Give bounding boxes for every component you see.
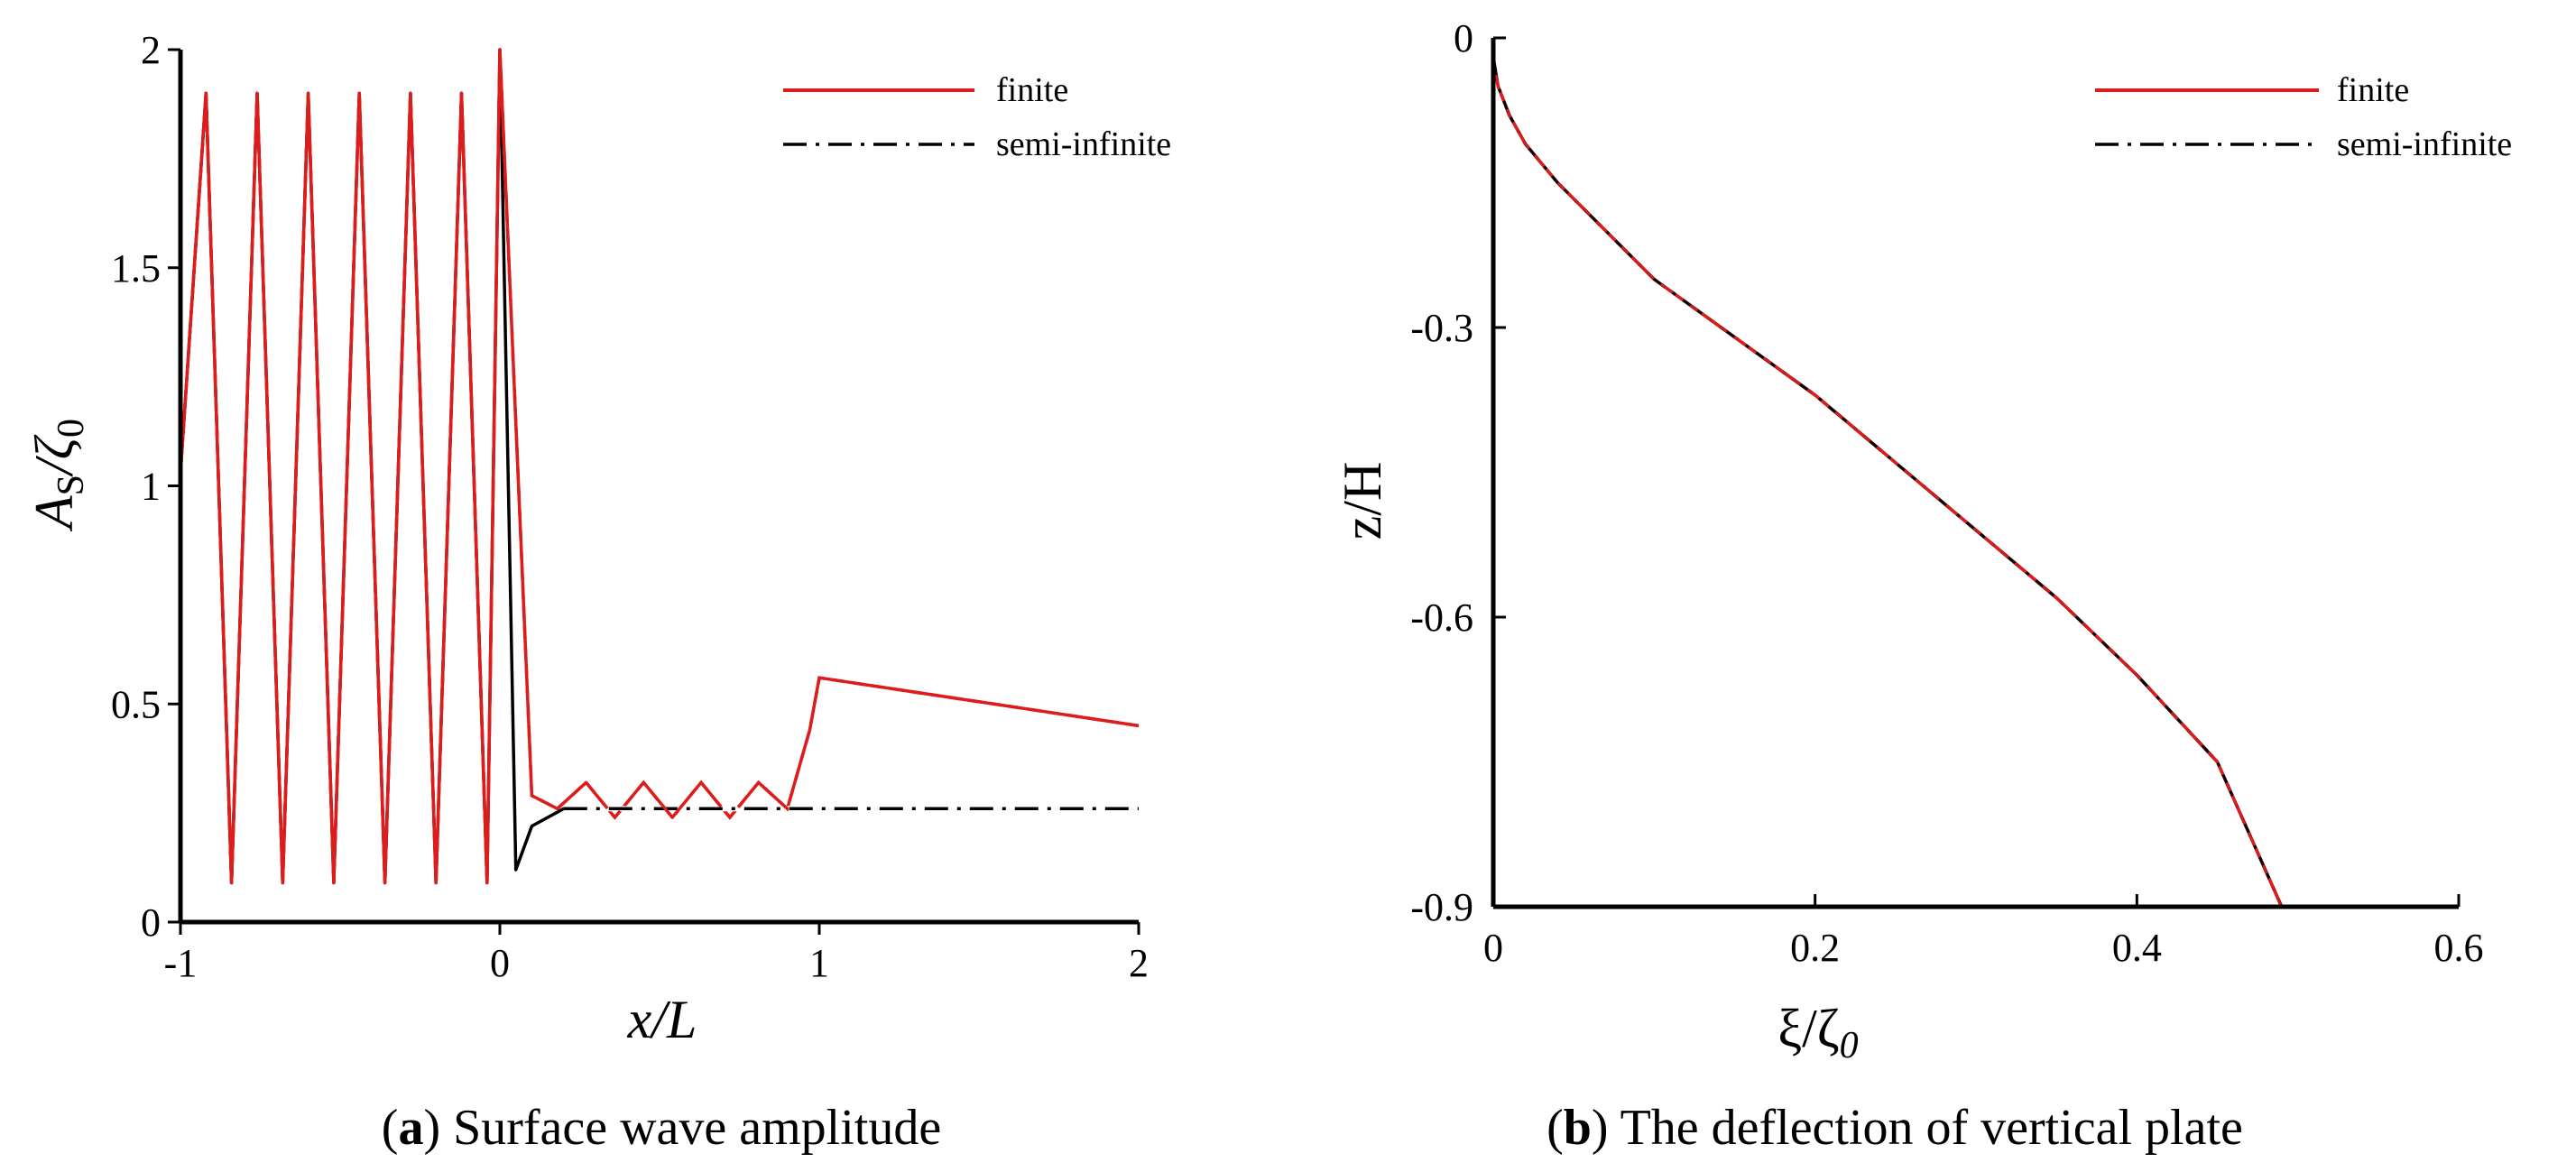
x-tick-label: 2	[1129, 941, 1149, 985]
panel-b-x-axis-title: ξ/ζ0	[1777, 999, 1858, 1066]
series-line-finite-overlay	[179, 49, 1140, 883]
legend-label-finite: finite	[996, 71, 1068, 109]
y-tick-label: 2	[141, 28, 161, 72]
y-tick-label: 0	[1454, 16, 1473, 60]
x-tick-label: 0	[1483, 926, 1503, 970]
series-line-semi-infinite	[179, 48, 1139, 885]
x-tick-label: 0	[490, 941, 510, 985]
x-tick-label: 0.6	[2434, 926, 2484, 970]
y-tick-label: -0.9	[1410, 885, 1473, 929]
panel-a-legend: finite semi-infinite	[783, 71, 1171, 163]
panel-plate-deflection: 0 0.2 0.4 0.6 0 -0.3 -0.6 -0.9 finite semi-infi…	[1333, 16, 2512, 1156]
y-tick-label: 1	[141, 465, 161, 509]
panel-a-x-axis-title: x/L	[627, 990, 697, 1049]
legend-label-finite: finite	[2337, 71, 2409, 109]
series-line-finite-overlay	[1491, 57, 2283, 908]
panel-a-series	[179, 48, 1140, 885]
x-tick-label: 0.2	[1790, 926, 1840, 970]
panel-a-ticks: -1 0 1 200.511.52	[111, 28, 1149, 985]
x-tick-label: -1	[164, 941, 198, 985]
panel-a-caption: (a) Surface wave amplitude	[382, 1100, 941, 1156]
series-line-semi-infinite-overlay	[1491, 57, 2284, 908]
panel-b-caption: (b) The deflection of vertical plate	[1547, 1100, 2243, 1156]
series-line-semi-infinite	[1491, 57, 2284, 908]
x-tick-label: 1	[809, 941, 829, 985]
panel-b-series	[1491, 57, 2284, 908]
y-tick-label: -0.6	[1410, 595, 1473, 640]
panel-surface-wave-amplitude: -1 0 1 200.511.52 finite semi-infinite x/L …	[24, 28, 1171, 1156]
x-tick-label: 0.4	[2112, 926, 2162, 970]
panel-a-axes	[178, 50, 1139, 925]
legend-label-semi-infinite: semi-infinite	[2337, 125, 2512, 163]
panel-b-ticks: 0 0.2 0.4 0.6 0 -0.3 -0.6 -0.9	[1410, 16, 2483, 970]
panel-b-legend: finite semi-infinite	[2095, 71, 2512, 163]
series-line-finite	[1491, 57, 2284, 908]
panel-a-y-axis-title: AS/ζ0	[24, 419, 92, 532]
y-tick-label: -0.3	[1410, 306, 1473, 350]
panel-b-axes	[1491, 38, 2459, 909]
y-tick-label: 0.5	[111, 682, 161, 726]
y-tick-label: 0	[141, 900, 161, 945]
legend-label-semi-infinite: semi-infinite	[996, 125, 1171, 163]
series-line-finite	[179, 48, 1140, 885]
panel-b-y-axis-title: z/H	[1333, 462, 1392, 540]
y-tick-label: 1.5	[111, 246, 161, 291]
